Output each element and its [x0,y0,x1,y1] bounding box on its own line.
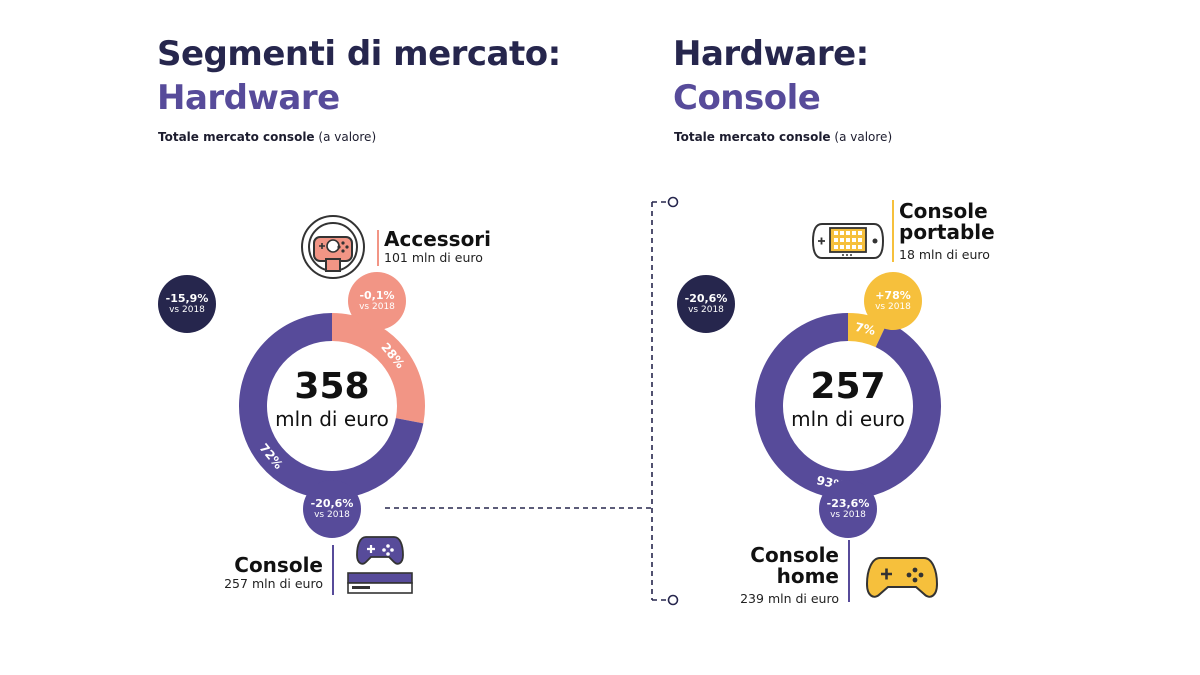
console-change-vs: vs 2018 [314,510,350,520]
right-total-change-pct: -20,6% [684,292,728,305]
home-label: Console home 239 mln di euro [700,545,839,607]
donut-slice-portable [847,313,888,348]
accessori-value: 101 mln di euro [384,250,483,265]
gamepad-icon [866,557,938,598]
left-donut-center: 358 mln di euro [252,366,412,432]
portable-name-line1: Console [899,199,988,223]
accessori-label-divider [377,230,379,266]
steering-wheel-icon [301,215,365,279]
console-label: Console 257 mln di euro [190,555,323,592]
accessori-name: Accessori [384,227,492,251]
home-change-badge: -23,6% vs 2018 [819,480,877,538]
dashed-connector [385,201,668,601]
portable-name-line2: portable [899,220,995,244]
right-total-change-badge: -20,6% vs 2018 [677,275,735,333]
left-subtitle-bold: Totale mercato console [158,130,315,144]
right-title-line1: Hardware: [673,34,869,74]
console-box-icon [347,572,413,594]
home-value: 239 mln di euro [740,591,839,606]
left-center-value: 358 [294,366,370,407]
console-label-divider [332,545,334,595]
left-subtitle: Totale mercato console (a valore) [158,130,376,144]
console-change-badge: -20,6% vs 2018 [303,480,361,538]
connector-end-bottom [667,594,679,606]
donut-chart-right: 7%93% [755,313,941,499]
donut-slice-home [755,313,941,499]
left-total-change-pct: -15,9% [165,292,209,305]
left-center-unit: mln di euro [275,407,389,431]
right-total-change-vs: vs 2018 [688,305,724,315]
portable-label-divider [892,200,894,262]
accessori-change-pct: -0,1% [359,289,395,302]
home-label-divider [848,540,850,602]
right-center-unit: mln di euro [791,407,905,431]
right-center-value: 257 [810,366,886,407]
right-subtitle-bold: Totale mercato console [674,130,831,144]
home-name-line2: home [776,564,839,588]
left-title-line1: Segmenti di mercato: [157,34,561,74]
accessori-change-vs: vs 2018 [359,302,395,312]
right-title-line2: Console [673,78,821,118]
left-title-line2: Hardware [157,78,340,118]
left-total-change-vs: vs 2018 [169,305,205,315]
donut-slice-console [239,313,424,499]
right-subtitle-rest: (a valore) [834,130,893,144]
left-subtitle-rest: (a valore) [318,130,377,144]
accessori-change-badge: -0,1% vs 2018 [348,272,406,330]
connector-end-top [667,196,679,208]
portable-change-badge: +78% vs 2018 [864,272,922,330]
handheld-console-icon [812,223,884,259]
left-total-change-badge: -15,9% vs 2018 [158,275,216,333]
console-value: 257 mln di euro [224,576,323,591]
right-subtitle: Totale mercato console (a valore) [674,130,892,144]
portable-change-vs: vs 2018 [875,302,911,312]
console-name: Console [234,553,323,577]
right-donut-center: 257 mln di euro [768,366,928,432]
portable-value: 18 mln di euro [899,247,990,262]
home-change-vs: vs 2018 [830,510,866,520]
donut-slice-accessori [331,313,425,424]
gamepad-icon [356,536,404,565]
portable-label: Console portable 18 mln di euro [899,201,995,263]
home-name-line1: Console [750,543,839,567]
donut-slice-portable-label: 7% [854,320,877,338]
console-change-pct: -20,6% [310,497,354,510]
home-change-pct: -23,6% [826,497,870,510]
portable-change-pct: +78% [875,289,911,302]
accessori-label: Accessori 101 mln di euro [384,229,491,266]
